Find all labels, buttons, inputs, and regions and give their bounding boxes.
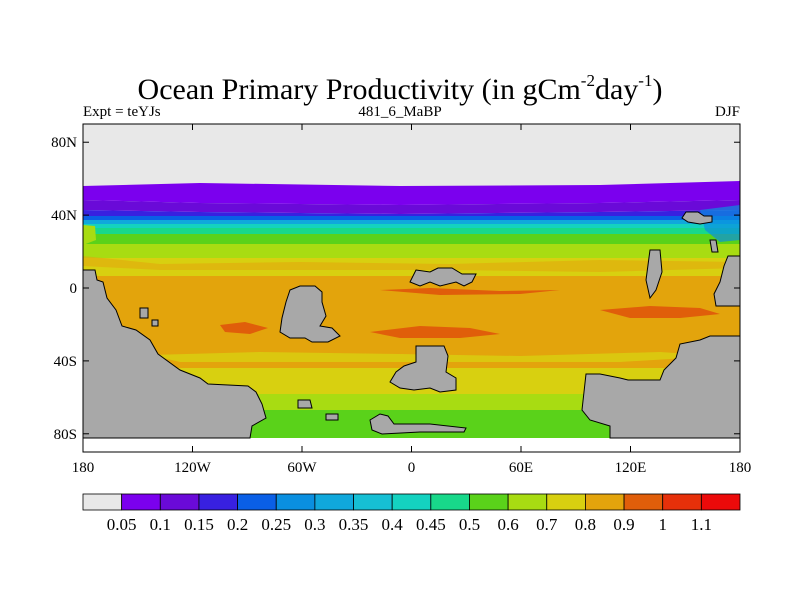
colorbar-swatch bbox=[275, 493, 316, 511]
band-0.45 bbox=[83, 224, 740, 228]
x-tick-label: 0 bbox=[408, 460, 416, 476]
colorbar-label: 0.7 bbox=[536, 515, 558, 534]
land-small-pacific-2 bbox=[151, 319, 159, 327]
band-0.35 bbox=[83, 220, 740, 224]
y-tick-label: 40S bbox=[54, 354, 77, 370]
chart-title: Ocean Primary Productivity (in gCm-2day-… bbox=[0, 64, 800, 107]
x-tick-label: 120E bbox=[615, 460, 647, 476]
patch-0.3-east bbox=[700, 205, 740, 242]
y-tick-label: 80S bbox=[54, 427, 77, 443]
land-east-edge bbox=[713, 255, 740, 307]
colorbar-label: 0.8 bbox=[575, 515, 596, 534]
colorbar-label: 0.1 bbox=[150, 515, 171, 534]
land-north-africa bbox=[409, 267, 477, 287]
colorbar-label: 0.9 bbox=[613, 515, 634, 534]
y-tick-label: 0 bbox=[70, 281, 78, 297]
colorbar-swatch bbox=[585, 493, 625, 511]
title-exponent-2: -1 bbox=[638, 71, 653, 90]
land-east-south bbox=[581, 335, 740, 439]
patch-1-c bbox=[380, 288, 560, 295]
colorbar-swatch bbox=[353, 493, 393, 511]
colorbar-swatch bbox=[623, 493, 664, 511]
patch-1-a bbox=[220, 322, 268, 334]
patch-1-b bbox=[370, 326, 500, 338]
colorbar-swatch bbox=[507, 493, 548, 511]
period-label: 481_6_MaBP bbox=[358, 104, 442, 120]
colorbar-label: 0.45 bbox=[416, 515, 446, 534]
colorbar-label: 0.4 bbox=[382, 515, 404, 534]
colorbar-swatch bbox=[237, 493, 277, 511]
x-tick-label: 180 bbox=[72, 460, 95, 476]
land-east-island bbox=[645, 249, 663, 300]
title-end: ) bbox=[652, 73, 663, 106]
land-antarctic-fragment bbox=[369, 413, 467, 435]
colorbar-swatch bbox=[700, 493, 741, 511]
map-axes: 180 120W 60W 0 60E 120E 180 80N 40N 0 40S 80S bbox=[51, 123, 752, 476]
band-0.25 bbox=[83, 216, 740, 220]
colorbar-label: 0.6 bbox=[497, 515, 518, 534]
colorbar-label: 0.25 bbox=[261, 515, 291, 534]
y-tick-label: 40N bbox=[51, 208, 77, 224]
colorbar-swatch bbox=[430, 493, 470, 511]
title-exponent-1: -2 bbox=[580, 71, 595, 90]
patch-0.9-north bbox=[83, 256, 740, 272]
band-0.7 bbox=[83, 244, 740, 258]
colorbar-swatch bbox=[82, 493, 123, 511]
y-tick-label: 80N bbox=[51, 135, 77, 151]
colorbar-swatch bbox=[391, 493, 432, 511]
colorbar-swatch bbox=[546, 493, 586, 511]
land-west-south bbox=[83, 269, 267, 439]
map-field bbox=[83, 124, 740, 452]
south-pole-blank bbox=[83, 438, 740, 452]
season-label: DJF bbox=[714, 104, 740, 120]
band-0.6 bbox=[83, 234, 740, 244]
missing-data-region bbox=[83, 124, 740, 186]
land-south-america bbox=[279, 285, 341, 343]
colorbar-swatch bbox=[314, 493, 354, 511]
patch-1-d bbox=[600, 306, 720, 318]
land-small-pacific-1 bbox=[139, 307, 149, 319]
patch-0.7-west bbox=[83, 225, 96, 245]
colorbar-swatch bbox=[198, 493, 238, 511]
band-0.5 bbox=[83, 228, 740, 234]
colorbar-label: 0.05 bbox=[107, 515, 137, 534]
colorbar-label: 1 bbox=[658, 515, 667, 534]
x-tick-label: 60E bbox=[509, 460, 533, 476]
colorbar-label: 0.3 bbox=[304, 515, 325, 534]
colorbar-swatch bbox=[662, 493, 702, 511]
colorbar-swatch bbox=[469, 493, 509, 511]
land-northeast-island bbox=[681, 211, 713, 225]
title-mid: day bbox=[594, 73, 639, 106]
colorbar-label: 0.2 bbox=[227, 515, 248, 534]
band-0.2 bbox=[83, 210, 740, 216]
land-small-south-1 bbox=[297, 399, 313, 409]
colorbar-label: 0.35 bbox=[339, 515, 369, 534]
x-tick-label: 180 bbox=[729, 460, 752, 476]
x-tick-label: 120W bbox=[174, 460, 212, 476]
colorbar-label: 1.1 bbox=[691, 515, 712, 534]
band-0.1 bbox=[83, 181, 740, 205]
colorbar: 0.05 0.1 0.15 0.2 0.25 0.3 0.35 0.4 0.45 0.5 0.6 0.… bbox=[82, 493, 741, 534]
colorbar-swatch bbox=[159, 493, 200, 511]
x-tick-label: 60W bbox=[287, 460, 317, 476]
experiment-label: Expt = teYJs bbox=[83, 104, 161, 120]
land bbox=[83, 211, 740, 439]
colorbar-swatch bbox=[121, 493, 161, 511]
land-small-south-2 bbox=[325, 413, 339, 421]
band-0.15 bbox=[83, 200, 740, 214]
colorbar-label: 0.5 bbox=[459, 515, 480, 534]
land-south-africa bbox=[389, 345, 457, 393]
title-main: Ocean Primary Productivity (in gCm bbox=[137, 73, 581, 106]
colorbar-label: 0.15 bbox=[184, 515, 214, 534]
land-small-east bbox=[709, 239, 719, 253]
